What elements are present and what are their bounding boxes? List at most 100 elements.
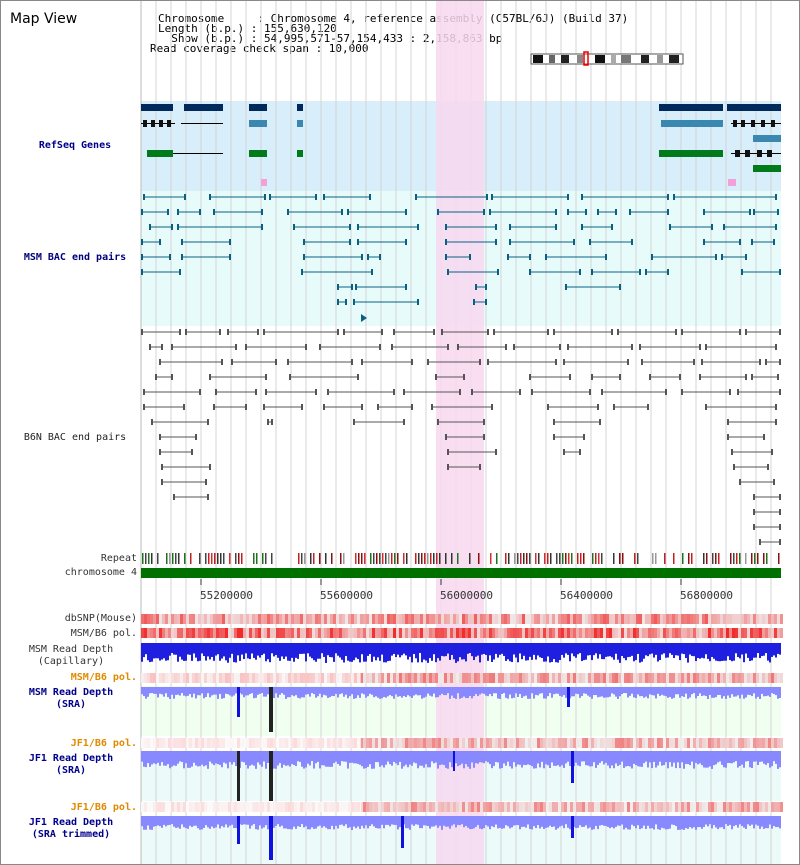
depth-bar: [333, 643, 335, 662]
heat-cell: [519, 673, 522, 683]
depth-bar: [541, 816, 543, 827]
chromosome-ideogram[interactable]: [530, 51, 684, 66]
depth-bar: [273, 816, 275, 828]
depth-bar: [289, 643, 291, 661]
heat-cell: [504, 614, 507, 624]
heat-cell: [453, 738, 456, 748]
depth-bar: [527, 643, 529, 661]
depth-bar: [449, 751, 451, 763]
depth-bar: [643, 816, 645, 826]
depth-bar: [667, 751, 669, 769]
heat-cell: [267, 614, 270, 624]
depth-bar: [561, 687, 563, 697]
heat-cell: [480, 738, 483, 748]
heat-cell: [477, 628, 480, 638]
heat-cell: [708, 673, 711, 683]
depth-bar: [663, 687, 665, 696]
depth-bar: [321, 751, 323, 766]
bac-end: [437, 419, 439, 425]
bac-end: [403, 419, 405, 425]
depth-bar: [689, 643, 691, 655]
heat-cell: [636, 614, 639, 624]
depth-spike: [269, 816, 273, 860]
heat-cell: [312, 614, 315, 624]
depth-bar: [651, 643, 653, 654]
depth-bar: [185, 751, 187, 764]
heat-cell: [201, 614, 204, 624]
heat-cell: [525, 673, 528, 683]
bac-end: [437, 209, 439, 215]
heat-cell: [765, 802, 768, 812]
depth-bar: [241, 643, 243, 655]
bac-end: [777, 209, 779, 215]
depth-bar: [329, 643, 331, 658]
depth-bar: [521, 643, 523, 660]
depth-spike: [269, 751, 273, 801]
depth-bar: [257, 643, 259, 656]
repeat-mark: [517, 553, 519, 564]
depth-bar: [351, 643, 353, 662]
depth-bar: [323, 643, 325, 657]
bac-arrow: [361, 314, 367, 322]
depth-bar: [299, 687, 301, 699]
heat-cell: [261, 614, 264, 624]
depth-bar: [641, 643, 643, 662]
depth-bar: [743, 643, 745, 663]
heat-cell: [471, 614, 474, 624]
heat-cell: [168, 614, 171, 624]
depth-bar: [565, 687, 567, 698]
depth-bar: [525, 687, 527, 696]
depth-bar: [513, 816, 515, 826]
heat-cell: [459, 738, 462, 748]
depth-bar: [353, 751, 355, 764]
depth-bar: [727, 751, 729, 764]
depth-bar: [261, 687, 263, 694]
depth-bar: [621, 687, 623, 695]
depth-bar: [671, 816, 673, 825]
depth-bar: [731, 687, 733, 695]
heat-cell: [630, 628, 633, 638]
depth-bar: [229, 751, 231, 763]
depth-bar: [263, 751, 265, 762]
bac-end: [371, 269, 373, 275]
heat-cell: [579, 628, 582, 638]
depth-bar: [329, 816, 331, 830]
depth-bar: [233, 687, 235, 696]
depth-bar: [631, 687, 633, 694]
heat-cell: [213, 614, 216, 624]
depth-bar: [179, 816, 181, 829]
heat-cell: [753, 628, 756, 638]
depth-bar: [551, 751, 553, 763]
depth-bar: [509, 751, 511, 767]
depth-bar: [463, 816, 465, 828]
depth-bar: [263, 687, 265, 697]
heat-cell: [477, 673, 480, 683]
heat-cell: [588, 802, 591, 812]
depth-bar: [581, 816, 583, 827]
bac-end: [205, 479, 207, 485]
depth-bar: [555, 816, 557, 830]
heat-cell: [720, 614, 723, 624]
heat-cell: [501, 738, 504, 748]
depth-bar: [751, 751, 753, 769]
bac-end: [229, 239, 231, 245]
depth-bar: [563, 816, 565, 829]
repeat-mark: [514, 553, 516, 564]
depth-bar: [185, 687, 187, 697]
depth-bar: [737, 751, 739, 768]
depth-bar: [339, 687, 341, 695]
depth-bar: [585, 816, 587, 826]
depth-bar: [505, 643, 507, 661]
depth-bar: [691, 751, 693, 762]
heat-cell: [624, 738, 627, 748]
depth-bar: [333, 751, 335, 764]
depth-bar: [323, 816, 325, 827]
depth-bar: [519, 816, 521, 830]
heat-cell: [396, 673, 399, 683]
depth-bar: [335, 751, 337, 762]
depth-bar: [775, 643, 777, 658]
depth-bar: [225, 751, 227, 764]
heat-cell: [441, 628, 444, 638]
heat-cell: [699, 738, 702, 748]
